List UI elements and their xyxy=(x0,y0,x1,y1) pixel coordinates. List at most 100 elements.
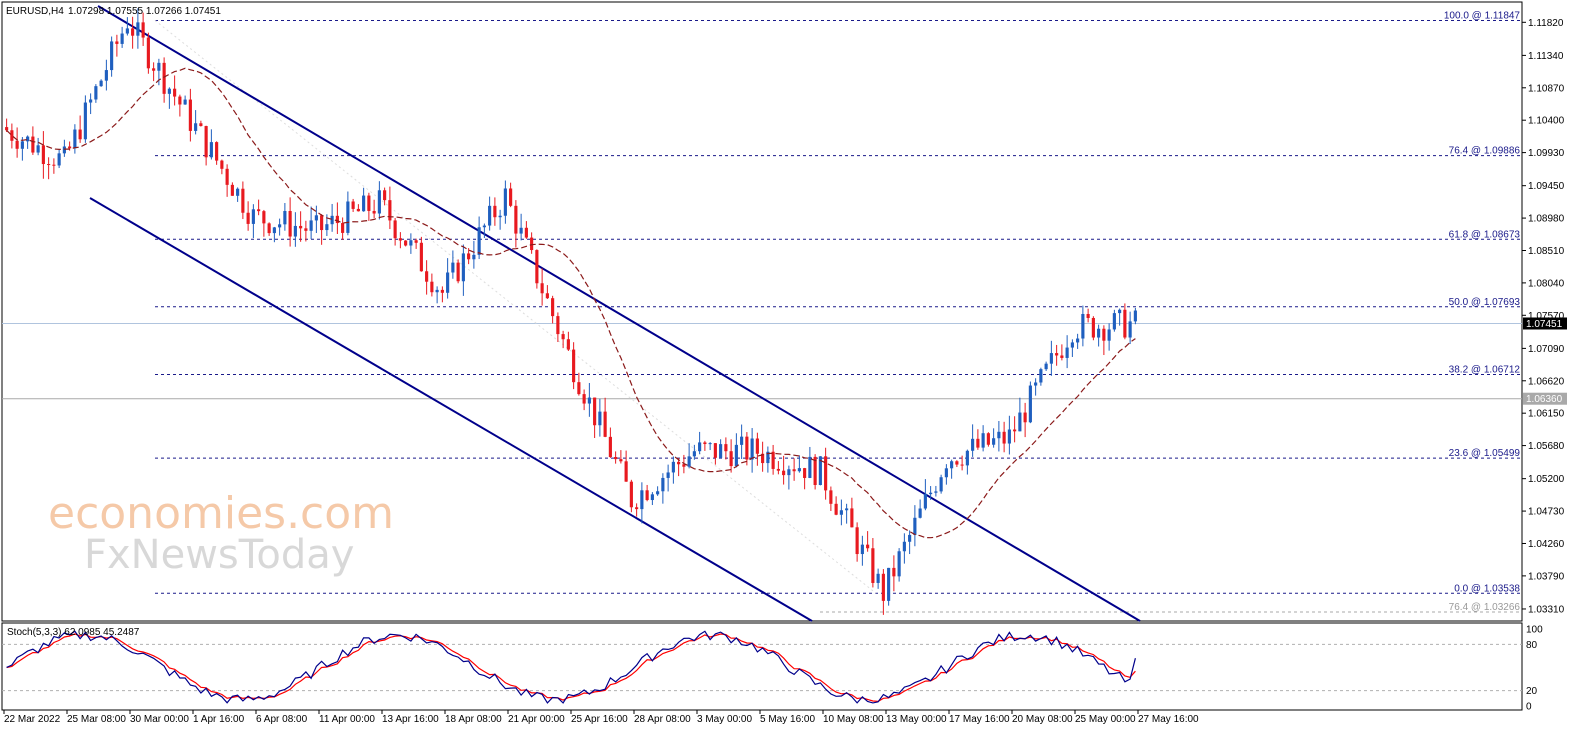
candles xyxy=(5,8,1137,615)
candle-body xyxy=(561,334,565,340)
candle-body xyxy=(188,99,192,131)
candle-body xyxy=(556,316,560,335)
candle-body xyxy=(372,210,376,214)
candle-body xyxy=(241,188,245,213)
price-tick-label: 1.08510 xyxy=(1528,246,1565,257)
candle-body xyxy=(939,477,943,492)
fib-level-label: 76.4 @ 1.03266 xyxy=(1449,602,1521,613)
candle-body xyxy=(304,228,308,231)
candle-body xyxy=(472,254,476,260)
candle-body xyxy=(708,443,712,445)
candle-body xyxy=(467,253,471,260)
candle-body xyxy=(36,145,40,153)
candle-body xyxy=(493,205,497,218)
candle-body xyxy=(703,442,707,445)
candle-body xyxy=(519,227,523,234)
price-tick-label: 1.08980 xyxy=(1528,214,1565,225)
candle-body xyxy=(367,195,371,211)
stoch-tick-label: 100 xyxy=(1526,625,1543,636)
candle-body xyxy=(31,136,35,153)
candle-body xyxy=(902,541,906,552)
candle-body xyxy=(341,223,345,233)
candle-body xyxy=(881,573,885,601)
candle-body xyxy=(698,442,702,452)
price-tick-label: 1.03790 xyxy=(1528,571,1565,582)
candle-body xyxy=(871,548,875,583)
candle-body xyxy=(204,126,208,158)
candle-body xyxy=(383,190,387,201)
candle-body xyxy=(104,70,108,81)
candle-body xyxy=(278,224,282,228)
candle-body xyxy=(577,382,581,395)
candle-body xyxy=(10,130,14,141)
candle-body xyxy=(514,205,518,234)
candle-body xyxy=(897,551,901,577)
candle-body xyxy=(792,469,796,472)
watermark-line1: economies.com xyxy=(48,488,394,539)
candle-body xyxy=(566,339,570,350)
moving-average-line xyxy=(6,67,1136,539)
candle-body xyxy=(992,438,996,445)
channel-lower-line xyxy=(89,197,813,622)
candle-body xyxy=(572,349,576,383)
candle-body xyxy=(540,283,544,294)
candle-body xyxy=(1097,328,1101,338)
stoch-label: Stoch(5,3,3) 62.0985 45.2487 xyxy=(7,627,140,638)
candle-body xyxy=(325,224,329,231)
candle-body xyxy=(960,464,964,466)
candle-body xyxy=(1133,310,1137,322)
current-price-label: 1.07451 xyxy=(1526,319,1563,330)
candle-body xyxy=(509,188,513,206)
candle-body xyxy=(551,298,555,317)
candle-body xyxy=(887,567,891,601)
candle-body xyxy=(1107,329,1111,341)
candle-body xyxy=(808,456,812,478)
candle-body xyxy=(320,215,324,231)
candle-body xyxy=(619,459,623,462)
time-tick-label: 10 May 08:00 xyxy=(823,714,884,725)
candle-body xyxy=(115,41,119,44)
time-tick-label: 20 May 08:00 xyxy=(1012,714,1073,725)
time-tick-label: 25 Apr 16:00 xyxy=(571,714,628,725)
candle-body xyxy=(740,436,744,445)
candle-body xyxy=(1039,369,1043,383)
candle-body xyxy=(451,262,455,273)
candle-body xyxy=(230,184,234,196)
fib-level-label: 76.4 @ 1.09886 xyxy=(1449,146,1521,157)
candle-body xyxy=(1055,353,1059,356)
ref-price-box xyxy=(1523,392,1567,405)
candle-body xyxy=(362,195,366,212)
stochastic-lines: 100 80 20 0 xyxy=(2,625,1543,713)
time-tick-label: 11 Apr 00:00 xyxy=(319,714,375,725)
fib-level-label: 23.6 @ 1.05499 xyxy=(1449,448,1521,459)
candle-body xyxy=(845,508,849,511)
candle-body xyxy=(52,164,56,166)
candle-body xyxy=(162,62,166,94)
fib-level-label: 38.2 @ 1.06712 xyxy=(1449,364,1521,375)
candle-body xyxy=(1070,342,1074,348)
candle-body xyxy=(236,188,240,196)
price-tick-label: 1.08040 xyxy=(1528,278,1565,289)
candle-body xyxy=(1018,412,1022,432)
candle-body xyxy=(388,200,392,221)
candle-body xyxy=(745,436,749,460)
candle-body xyxy=(1034,382,1038,386)
fibonacci-levels: 100.0 @ 1.11847 76.4 @ 1.09886 61.8 @ 1.08… xyxy=(154,10,1522,613)
candle-body xyxy=(766,451,770,464)
candle-body xyxy=(755,438,759,454)
fib-level-label: 100.0 @ 1.11847 xyxy=(1444,10,1521,21)
candle-body xyxy=(267,223,271,234)
time-tick-label: 22 Mar 2022 xyxy=(4,714,61,725)
candle-body xyxy=(986,433,990,445)
candle-body xyxy=(850,508,854,528)
candle-body xyxy=(582,394,586,404)
candle-body xyxy=(110,41,114,71)
candle-body xyxy=(645,490,649,501)
candle-body xyxy=(83,102,87,140)
stoch-tick-label: 20 xyxy=(1526,686,1538,697)
candle-body xyxy=(530,237,534,251)
candle-body xyxy=(860,544,864,555)
time-tick-label: 25 May 00:00 xyxy=(1075,714,1136,725)
